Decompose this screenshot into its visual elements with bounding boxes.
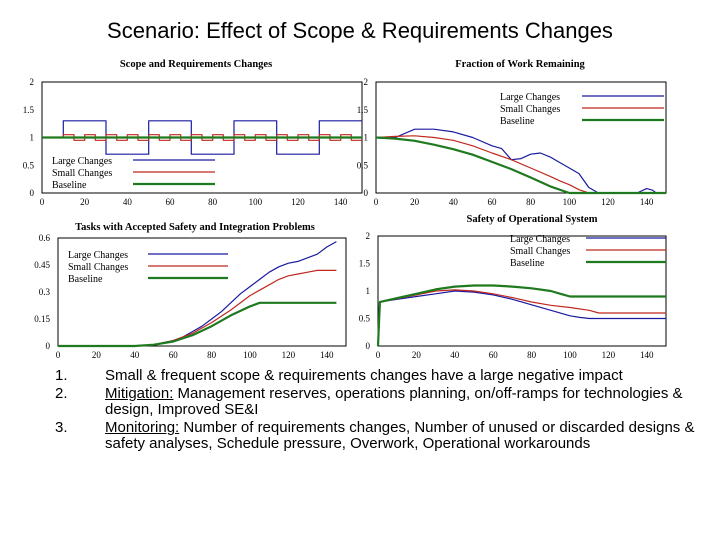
panel-scope-changes: Scope and Requirements Changes00.511.520… [23, 59, 363, 207]
y-tick-label: 2 [30, 77, 35, 87]
y-tick-label: 0 [30, 188, 35, 198]
legend-label: Baseline [500, 116, 535, 127]
x-tick-label: 120 [282, 350, 296, 360]
slide-title: Scenario: Effect of Scope & Requirements… [107, 18, 613, 43]
notes-list: 1. Small & frequent scope & requirements … [55, 368, 695, 454]
plot-frame [377, 235, 667, 347]
y-tick-label: 1 [364, 133, 369, 143]
x-tick-label: 100 [563, 197, 577, 207]
x-tick-label: 60 [166, 197, 176, 207]
x-tick-label: 0 [376, 350, 381, 360]
legend-label: Small Changes [52, 168, 112, 179]
note-item: 1. Small & frequent scope & requirements … [55, 368, 695, 384]
x-tick-label: 80 [207, 350, 217, 360]
x-tick-label: 100 [563, 350, 577, 360]
panel-title: Safety of Operational System [467, 214, 598, 225]
legend-label: Small Changes [510, 246, 570, 257]
x-tick-label: 140 [640, 197, 654, 207]
y-tick-label: 1 [30, 133, 35, 143]
note-lead: Mitigation: [105, 385, 174, 402]
y-tick-label: 0.5 [357, 160, 369, 170]
y-tick-label: 2 [364, 77, 369, 87]
x-tick-label: 0 [374, 197, 379, 207]
x-tick-label: 120 [291, 197, 305, 207]
note-lead: Monitoring: [105, 419, 180, 436]
series-line-large [376, 128, 666, 194]
panel-title: Scope and Requirements Changes [120, 59, 272, 70]
x-tick-label: 80 [527, 350, 537, 360]
note-number: 3. [55, 419, 68, 436]
x-tick-label: 40 [449, 197, 459, 207]
panel-title: Tasks with Accepted Safety and Integrati… [75, 222, 315, 233]
y-tick-label: 1.5 [357, 105, 369, 115]
x-tick-label: 40 [123, 197, 133, 207]
x-tick-label: 20 [410, 197, 420, 207]
y-tick-label: 2 [366, 231, 371, 241]
series-line-baseline [376, 284, 666, 347]
y-tick-label: 0 [364, 188, 369, 198]
note-item: 2. Mitigation: Management reserves, opera… [55, 386, 695, 418]
x-tick-label: 140 [320, 350, 334, 360]
y-tick-label: 0.3 [39, 287, 51, 297]
legend-label: Baseline [510, 258, 545, 269]
x-tick-label: 60 [488, 197, 498, 207]
x-tick-label: 20 [80, 197, 90, 207]
y-tick-label: 0.5 [23, 160, 35, 170]
y-tick-label: 0.6 [39, 233, 51, 243]
series-line-small [375, 135, 666, 194]
x-tick-label: 20 [412, 350, 422, 360]
x-tick-label: 140 [640, 350, 654, 360]
x-tick-label: 100 [243, 350, 257, 360]
panel-accepted-problems: Tasks with Accepted Safety and Integrati… [34, 222, 347, 360]
x-tick-label: 0 [56, 350, 61, 360]
note-item: 3. Monitoring: Number of requirements cha… [55, 420, 695, 452]
series-line-baseline [375, 136, 666, 195]
legend-label: Small Changes [68, 262, 128, 273]
legend-label: Baseline [52, 180, 87, 191]
y-tick-label: 1.5 [23, 105, 35, 115]
y-tick-label: 1.5 [359, 259, 371, 269]
legend-label: Large Changes [68, 250, 128, 261]
note-number: 2. [55, 385, 68, 402]
y-tick-label: 0.15 [34, 314, 50, 324]
series-line-large [377, 290, 666, 347]
y-tick-label: 0 [366, 341, 371, 351]
x-tick-label: 40 [130, 350, 140, 360]
x-tick-label: 0 [40, 197, 45, 207]
plot-frame [57, 237, 347, 347]
x-tick-label: 40 [450, 350, 460, 360]
x-tick-label: 20 [92, 350, 102, 360]
y-tick-label: 0 [46, 341, 51, 351]
x-tick-label: 100 [249, 197, 263, 207]
note-number: 1. [55, 367, 68, 384]
x-tick-label: 140 [334, 197, 348, 207]
x-tick-label: 60 [489, 350, 499, 360]
y-tick-label: 1 [366, 286, 371, 296]
x-tick-label: 60 [169, 350, 179, 360]
note-text: Number of requirements changes, Number o… [105, 419, 695, 452]
legend-label: Large Changes [510, 234, 570, 245]
x-tick-label: 120 [601, 197, 615, 207]
legend-label: Small Changes [500, 104, 560, 115]
panel-title: Fraction of Work Remaining [455, 59, 585, 70]
x-tick-label: 80 [208, 197, 218, 207]
x-tick-label: 120 [602, 350, 616, 360]
legend-label: Large Changes [500, 92, 560, 103]
note-text: Small & frequent scope & requirements ch… [105, 367, 623, 384]
x-tick-label: 80 [526, 197, 536, 207]
legend-label: Large Changes [52, 156, 112, 167]
y-tick-label: 0.5 [359, 314, 371, 324]
legend-label: Baseline [68, 274, 103, 285]
note-text: Management reserves, operations planning… [105, 385, 683, 418]
series-line-baseline [58, 301, 337, 348]
y-tick-label: 0.45 [34, 260, 50, 270]
